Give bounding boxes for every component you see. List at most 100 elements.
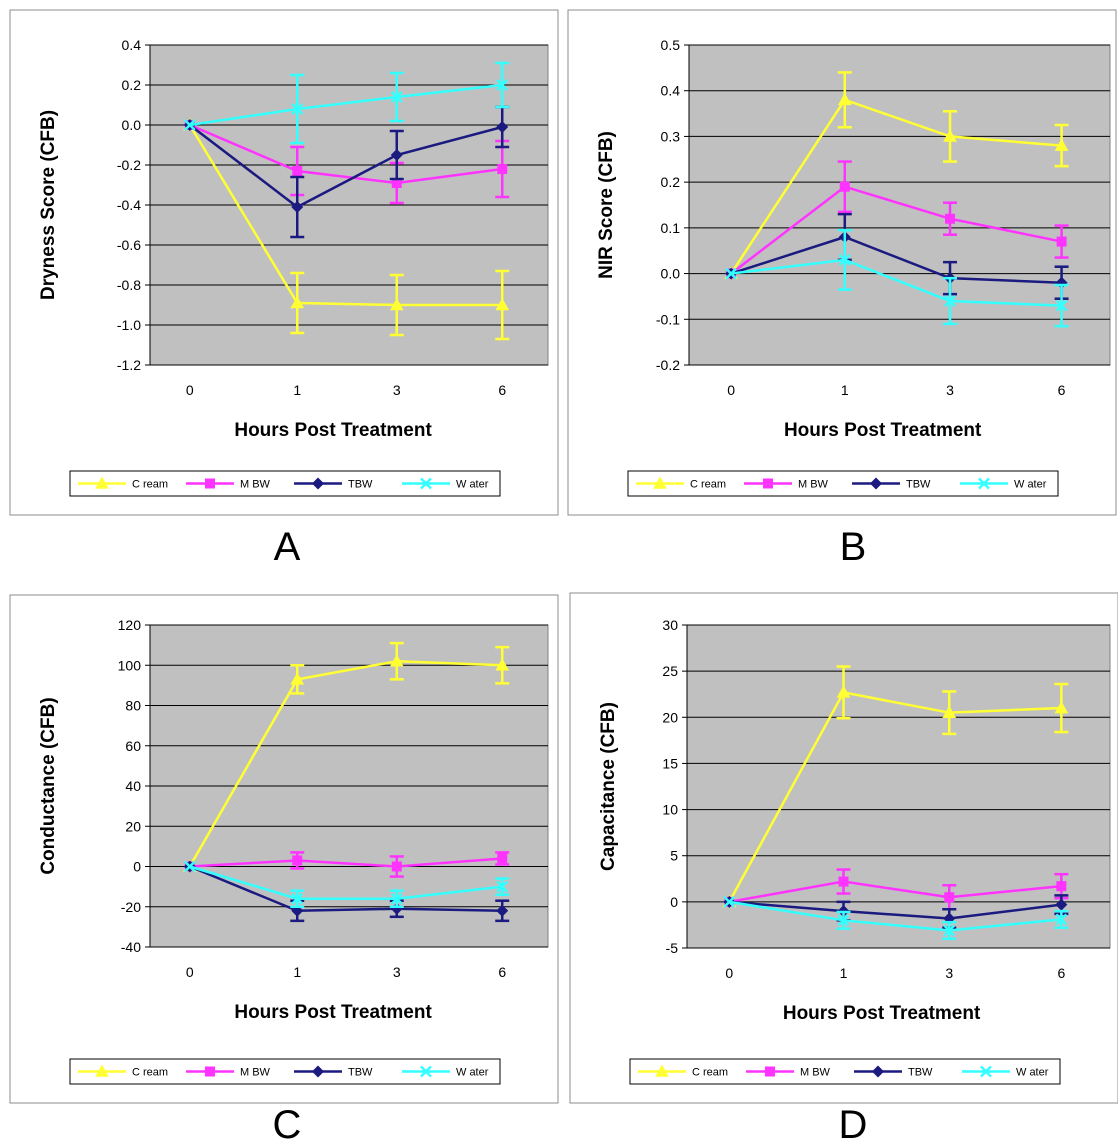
y-tick-label: 0.0	[122, 117, 142, 133]
series-2	[726, 160, 1069, 279]
legend-label: TBW	[348, 479, 373, 491]
data-point-stroke-b	[1055, 299, 1068, 312]
data-point-stroke-b	[291, 892, 304, 905]
data-point	[290, 295, 305, 309]
data-point	[942, 705, 957, 718]
x-tick-label: 6	[498, 382, 506, 398]
legend-label: W ater	[1014, 479, 1047, 491]
data-point-stroke-b	[183, 119, 196, 131]
data-point	[1054, 138, 1069, 151]
data-point	[292, 166, 303, 176]
data-point	[291, 892, 304, 905]
legend-marker	[312, 1065, 324, 1078]
panel-letter: A	[274, 525, 301, 569]
y-tick-label: 0.5	[661, 37, 681, 53]
data-point-stroke-b	[944, 295, 956, 307]
y-tick-label: 0.1	[661, 220, 681, 236]
data-point-stroke-b	[725, 267, 737, 280]
series-line	[189, 865, 503, 913]
data-point	[945, 213, 956, 224]
legend-item: TBW	[294, 1065, 373, 1079]
data-point	[838, 876, 849, 887]
data-point	[496, 904, 509, 917]
series-4	[725, 228, 1069, 328]
x-tick-label: 0	[186, 382, 194, 398]
legend-marker	[95, 1064, 109, 1077]
data-point-stroke-b	[838, 253, 851, 266]
y-tick-label: -0.8	[117, 277, 141, 293]
y-axis-title: Capacitance (CFB)	[598, 702, 619, 871]
y-tick-label: -1.0	[117, 317, 141, 333]
legend-marker-stroke-b	[978, 477, 990, 490]
x-axis-title: Hours Post Treatment	[234, 420, 432, 441]
data-point-stroke-b	[943, 924, 956, 937]
y-axis-title: Dryness Score (CFB)	[38, 110, 59, 300]
y-tick-label: 10	[662, 802, 678, 818]
data-point	[390, 149, 403, 161]
x-axis-title: Hours Post Treatment	[783, 1003, 981, 1024]
data-point	[837, 92, 852, 106]
y-tick-label: -1.2	[117, 357, 141, 373]
x-tick-label: 3	[393, 382, 401, 398]
x-tick-label: 1	[293, 382, 301, 398]
data-point	[943, 924, 956, 937]
x-tick-label: 6	[1057, 965, 1065, 981]
y-tick-label: 30	[662, 617, 678, 633]
x-tick-label: 3	[945, 965, 953, 981]
data-point	[183, 119, 196, 131]
data-point	[943, 129, 957, 142]
series-line	[189, 857, 503, 868]
legend-label: W ater	[456, 479, 489, 491]
data-point-stroke-b	[496, 880, 509, 893]
data-point	[291, 201, 304, 213]
series-4	[183, 61, 510, 145]
y-tick-label: 0.4	[661, 83, 681, 99]
y-tick-label: 100	[118, 657, 142, 673]
chart-panel-b: 0.5 0.4 0.3 0.2 0.1 0.0 -0.1 -0.2 0 1 3 6 Hours Post…	[567, 9, 1117, 569]
data-point	[497, 853, 508, 864]
legend-item: W ater	[962, 1065, 1049, 1079]
legend-marker	[870, 477, 882, 490]
data-point-stroke-b	[291, 103, 304, 115]
y-tick-label: 20	[125, 818, 141, 834]
legend-label: C ream	[692, 1067, 728, 1079]
y-tick-label: -20	[121, 899, 141, 915]
data-point	[944, 295, 956, 307]
legend-marker	[205, 1066, 215, 1077]
data-point	[495, 658, 510, 671]
data-point	[1054, 701, 1069, 714]
series-line	[730, 235, 1062, 284]
legend-item: C ream	[78, 1064, 168, 1079]
data-point	[390, 91, 403, 103]
legend-label: M BW	[798, 479, 829, 491]
legend-marker	[765, 1066, 775, 1077]
legend-label: TBW	[908, 1067, 933, 1079]
series-1	[724, 71, 1069, 279]
panel-letter: D	[839, 1103, 868, 1142]
y-tick-label: -0.2	[117, 157, 141, 173]
x-tick-label: 6	[1058, 382, 1066, 398]
series-4	[183, 860, 510, 908]
x-tick-label: 6	[498, 964, 506, 980]
series-line	[729, 900, 1062, 920]
legend-item: TBW	[294, 477, 373, 491]
legend-marker	[872, 1065, 884, 1078]
legend-marker	[420, 1065, 432, 1078]
x-tick-label: 1	[841, 382, 849, 398]
legend-marker	[655, 1064, 669, 1077]
y-tick-label: 0.2	[122, 77, 142, 93]
legend-item: W ater	[402, 1065, 489, 1079]
data-point-stroke-b	[183, 860, 196, 873]
legend-marker	[205, 478, 215, 489]
x-tick-label: 1	[293, 964, 301, 980]
data-point	[1056, 881, 1067, 892]
series-line	[189, 83, 503, 127]
legend-marker	[763, 478, 773, 489]
legend-item: M BW	[744, 478, 829, 491]
panel-letter: B	[840, 525, 867, 569]
legend-marker	[978, 477, 990, 490]
y-tick-label: 25	[662, 663, 678, 679]
legend-label: M BW	[240, 1067, 271, 1079]
data-point	[290, 672, 305, 685]
